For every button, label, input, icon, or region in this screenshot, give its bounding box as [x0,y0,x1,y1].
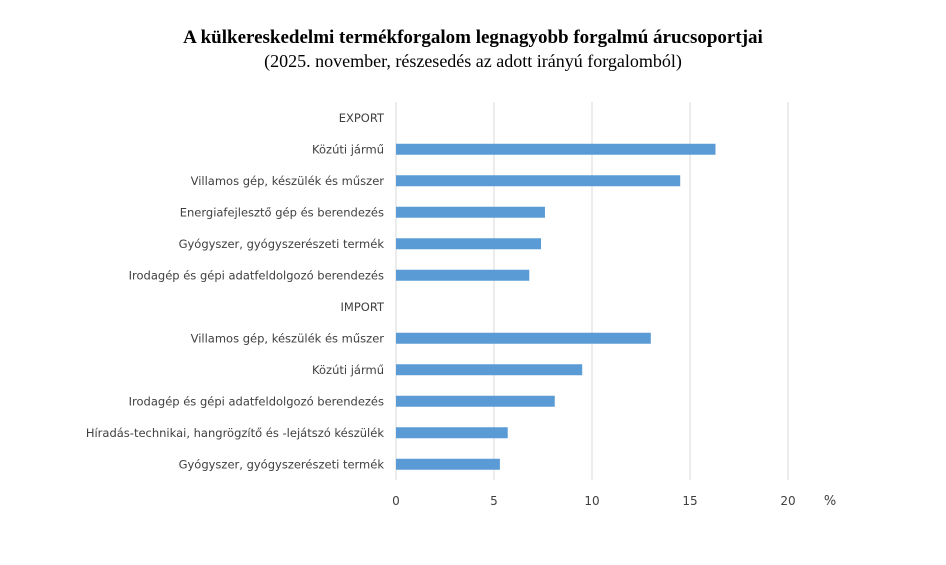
category-label: Irodagép és gépi adatfeldolgozó berendez… [129,268,384,282]
category-label: Híradás-technikai, hangrögzítő és -leját… [86,426,384,440]
bar [396,269,530,281]
x-tick-label: 10 [584,494,599,508]
chart-subtitle: (2025. november, részesedés az adott irá… [264,51,682,71]
category-label: Villamos gép, készülék és műszer [191,331,385,345]
category-label: Gyógyszer, gyógyszerészeti termék [179,457,385,471]
x-tick-label: 15 [682,494,697,508]
x-tick-label: 20 [780,494,795,508]
bar [396,238,542,250]
category-label: Energiafejlesztő gép és berendezés [180,205,384,219]
bar [396,143,716,155]
bar [396,175,681,187]
category-label: Villamos gép, készülék és műszer [191,174,385,188]
category-label: Irodagép és gépi adatfeldolgozó berendez… [129,394,384,408]
chart-title: A külkereskedelmi termékforgalom legnagy… [183,27,763,48]
category-label: Közúti jármű [312,142,384,156]
group-label: IMPORT [341,300,385,314]
category-label: Gyógyszer, gyógyszerészeti termék [179,237,385,251]
x-tick-label: 5 [490,494,498,508]
bar [396,395,555,407]
bar [396,206,545,218]
bar [396,332,651,344]
bar [396,458,500,470]
chart-title-block: A külkereskedelmi termékforgalom legnagy… [0,26,946,72]
group-label: EXPORT [339,111,385,125]
bar [396,427,508,439]
category-label: Közúti jármű [312,363,384,377]
x-unit-label: % [824,494,836,509]
x-tick-label: 0 [392,494,400,508]
bar [396,364,583,376]
